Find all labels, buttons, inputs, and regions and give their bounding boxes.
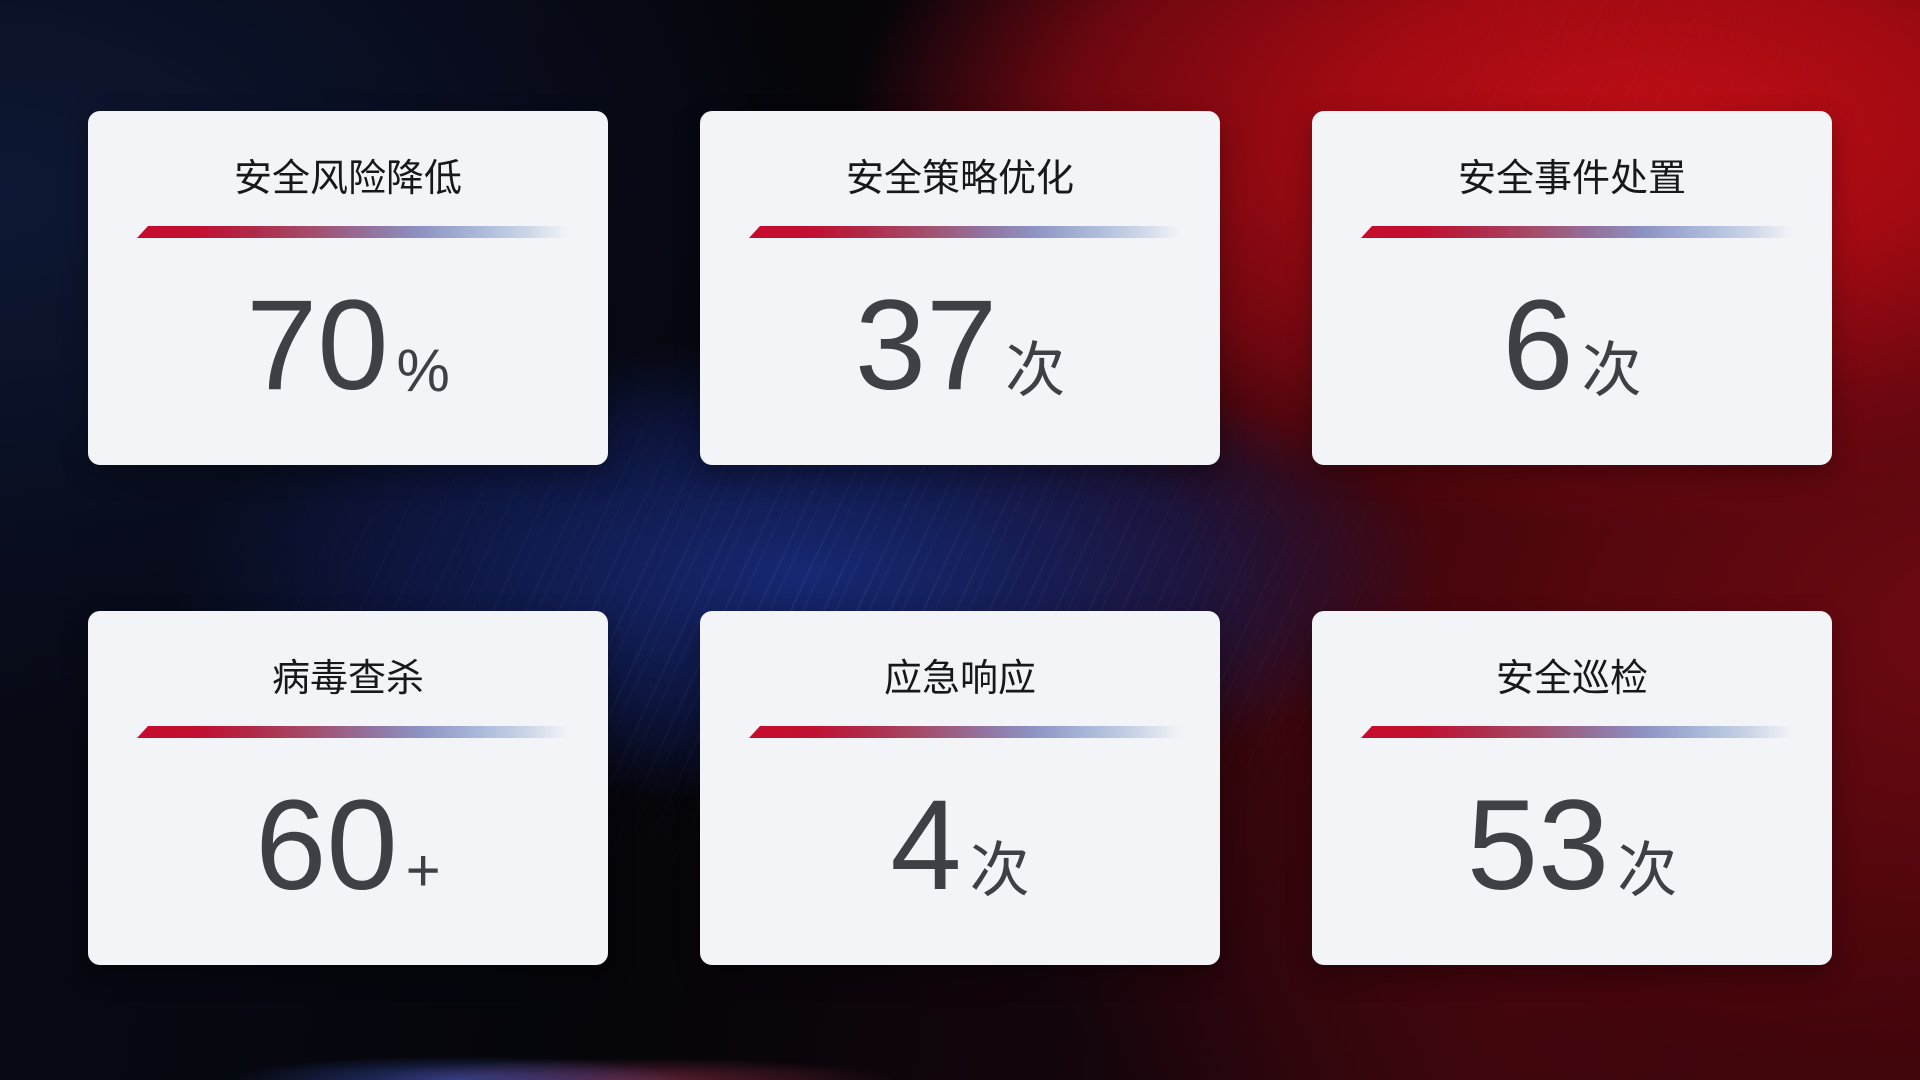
card-title: 安全事件处置 [1457,158,1686,200]
value-unit: 次 [1005,337,1066,404]
value-unit: 次 [969,837,1030,904]
card-title: 应急响应 [883,658,1036,700]
card-title: 安全策略优化 [845,158,1074,200]
gradient-divider [1361,726,1806,738]
value-number: 53 [1466,774,1610,917]
value-number: 60 [255,774,398,917]
value-number: 6 [1502,274,1574,417]
card-value-row: 6 次 [1312,282,1832,410]
card-value-row: 37 次 [700,282,1220,410]
card-value-row: 53 次 [1312,782,1832,910]
gradient-divider [137,226,582,238]
stat-card-risk-reduction: 安全风险降低 70 % [88,111,608,465]
gradient-divider [749,726,1194,738]
stat-card-emergency-response: 应急响应 4 次 [700,611,1220,965]
gradient-divider [137,726,582,738]
stat-card-incident-handling: 安全事件处置 6 次 [1312,111,1832,465]
value-number: 37 [854,274,998,417]
value-unit: 次 [1581,337,1642,404]
value-number: 4 [890,774,962,917]
kpi-card-grid: 安全风险降低 70 % 安全策略优化 37 次 安全事件处置 6 次 病毒查 [88,111,1832,965]
stat-card-policy-optimization: 安全策略优化 37 次 [700,111,1220,465]
stat-card-virus-scan: 病毒查杀 60 + [88,611,608,965]
card-title: 病毒查杀 [271,658,424,700]
card-value-row: 4 次 [700,782,1220,910]
card-value-row: 70 % [88,282,608,410]
value-unit: + [405,837,441,904]
card-value-row: 60 + [88,782,608,910]
value-unit: 次 [1617,837,1678,904]
value-number: 70 [246,274,389,417]
value-unit: % [396,337,450,404]
gradient-divider [1361,226,1806,238]
gradient-divider [749,226,1194,238]
stat-card-security-inspection: 安全巡检 53 次 [1312,611,1832,965]
card-title: 安全巡检 [1495,658,1648,700]
card-title: 安全风险降低 [233,158,462,200]
